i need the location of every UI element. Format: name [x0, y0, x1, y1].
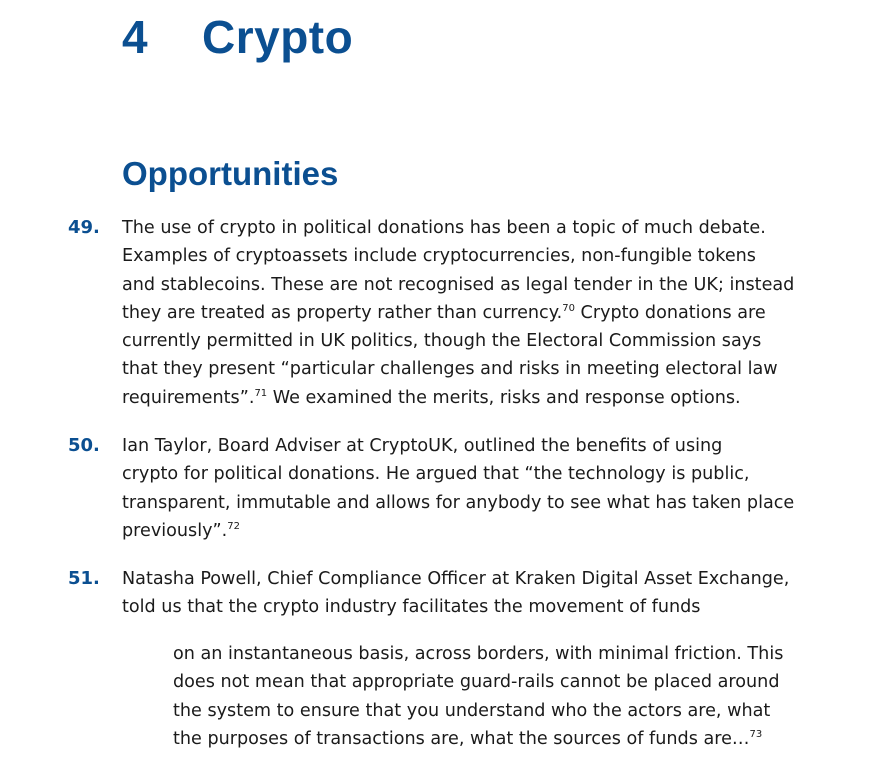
paragraph-text: Natasha Powell, Chief Compliance Officer… — [122, 565, 789, 622]
text-line: requirements”.71 We examined the merits,… — [122, 384, 794, 412]
text-segment: on an instantaneous basis, across border… — [173, 644, 784, 664]
text-segment: The use of crypto in political donations… — [122, 218, 766, 238]
text-segment: crypto for political donations. He argue… — [122, 464, 750, 485]
text-line: the system to ensure that you understand… — [173, 697, 783, 725]
paragraph-text: Ian Taylor, Board Adviser at CryptoUK, o… — [122, 432, 794, 545]
text-segment: the system to ensure that you understand… — [173, 700, 771, 721]
text-segment: Examples of cryptoassets include cryptoc… — [122, 246, 756, 267]
footnote-reference[interactable]: 72 — [227, 520, 240, 532]
paragraph-number: 49. — [68, 217, 100, 238]
paragraph-number: 50. — [68, 435, 100, 456]
text-line: crypto for political donations. He argue… — [122, 460, 794, 488]
chapter-heading: 4 Crypto — [122, 10, 353, 64]
text-segment: previously”. — [122, 520, 228, 541]
text-segment: We examined the merits, risks and respon… — [267, 387, 741, 408]
footnote-reference[interactable]: 70 — [562, 302, 575, 314]
text-segment: requirements”. — [122, 387, 255, 408]
text-segment: and stablecoins. These are not recognise… — [122, 274, 795, 295]
text-line: that they present “particular challenges… — [122, 355, 794, 383]
text-line: told us that the crypto industry facilit… — [122, 593, 789, 621]
text-line: currently permitted in UK politics, thou… — [122, 327, 794, 355]
text-segment: told us that the crypto industry facilit… — [122, 597, 701, 618]
text-line: previously”.72 — [122, 517, 794, 545]
footnote-reference[interactable]: 71 — [254, 387, 268, 399]
text-line: does not mean that appropriate guard-rai… — [173, 668, 783, 696]
text-line: Natasha Powell, Chief Compliance Officer… — [122, 565, 789, 593]
text-segment: Ian Taylor, Board Adviser at CryptoUK, o… — [122, 436, 723, 456]
text-segment: transparent, immutable and allows for an… — [122, 492, 795, 513]
text-line: Ian Taylor, Board Adviser at CryptoUK, o… — [122, 432, 794, 460]
text-segment: Crypto donations are — [574, 302, 766, 323]
paragraph-number: 51. — [68, 568, 100, 589]
text-segment: they are treated as property rather than… — [122, 302, 563, 323]
text-line: Examples of cryptoassets include cryptoc… — [122, 242, 794, 270]
chapter-title: Crypto — [202, 11, 354, 63]
paragraph-text: The use of crypto in political donations… — [122, 214, 794, 412]
text-segment: that they present “particular challenges… — [122, 359, 778, 380]
section-heading: Opportunities — [122, 155, 339, 192]
text-line: they are treated as property rather than… — [122, 299, 794, 327]
text-segment: the purposes of transactions are, what t… — [173, 728, 750, 749]
text-segment: currently permitted in UK politics, thou… — [122, 331, 762, 352]
chapter-number: 4 — [122, 11, 149, 63]
text-line: transparent, immutable and allows for an… — [122, 489, 794, 517]
text-segment: does not mean that appropriate guard-rai… — [173, 672, 780, 693]
text-segment: Natasha Powell, Chief Compliance Officer… — [122, 569, 790, 589]
text-line: on an instantaneous basis, across border… — [173, 640, 783, 668]
text-line: and stablecoins. These are not recognise… — [122, 271, 794, 299]
text-line: The use of crypto in political donations… — [122, 214, 794, 242]
block-quote: on an instantaneous basis, across border… — [173, 640, 783, 753]
footnote-reference[interactable]: 73 — [749, 728, 763, 740]
text-line: the purposes of transactions are, what t… — [173, 725, 783, 753]
